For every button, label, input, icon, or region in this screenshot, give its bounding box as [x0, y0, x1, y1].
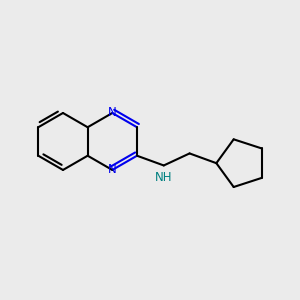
Text: NH: NH [155, 171, 172, 184]
Text: N: N [108, 164, 117, 176]
Text: N: N [108, 106, 117, 119]
